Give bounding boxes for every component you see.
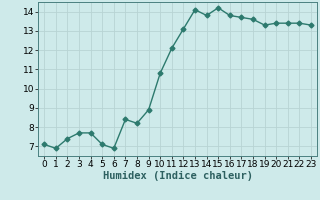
X-axis label: Humidex (Indice chaleur): Humidex (Indice chaleur) [103, 171, 252, 181]
